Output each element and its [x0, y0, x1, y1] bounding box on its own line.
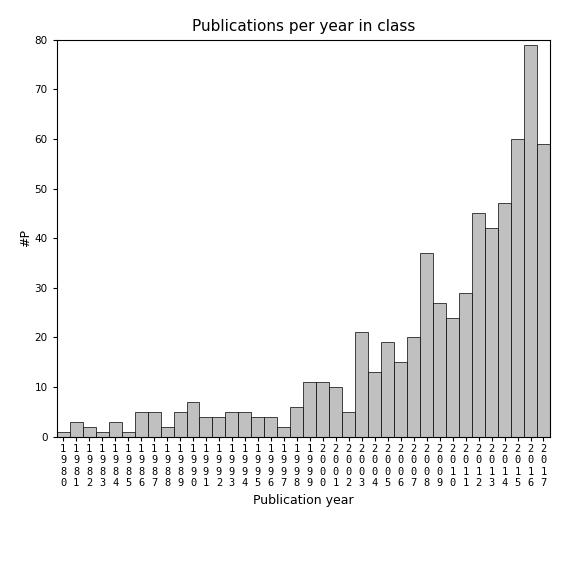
- Bar: [187, 402, 200, 437]
- Bar: [446, 318, 459, 437]
- Bar: [342, 412, 356, 437]
- Bar: [83, 426, 96, 437]
- Y-axis label: #P: #P: [19, 229, 32, 247]
- Bar: [277, 426, 290, 437]
- Bar: [459, 293, 472, 437]
- Bar: [368, 372, 381, 437]
- Bar: [524, 45, 537, 437]
- Bar: [537, 144, 550, 437]
- Bar: [381, 342, 394, 437]
- Bar: [109, 422, 121, 437]
- Bar: [498, 204, 511, 437]
- Bar: [213, 417, 226, 437]
- Bar: [174, 412, 187, 437]
- Bar: [200, 417, 213, 437]
- Bar: [420, 253, 433, 437]
- Bar: [303, 382, 316, 437]
- Bar: [329, 387, 342, 437]
- Bar: [433, 303, 446, 437]
- X-axis label: Publication year: Publication year: [253, 494, 354, 507]
- Bar: [251, 417, 264, 437]
- Bar: [96, 431, 109, 437]
- Bar: [316, 382, 329, 437]
- Bar: [70, 422, 83, 437]
- Bar: [160, 426, 174, 437]
- Bar: [407, 337, 420, 437]
- Bar: [134, 412, 147, 437]
- Bar: [394, 362, 407, 437]
- Bar: [239, 412, 251, 437]
- Title: Publications per year in class: Publications per year in class: [192, 19, 415, 35]
- Bar: [57, 431, 70, 437]
- Bar: [226, 412, 239, 437]
- Bar: [290, 407, 303, 437]
- Bar: [356, 332, 368, 437]
- Bar: [147, 412, 160, 437]
- Bar: [121, 431, 134, 437]
- Bar: [511, 139, 524, 437]
- Bar: [485, 228, 498, 437]
- Bar: [472, 213, 485, 437]
- Bar: [264, 417, 277, 437]
